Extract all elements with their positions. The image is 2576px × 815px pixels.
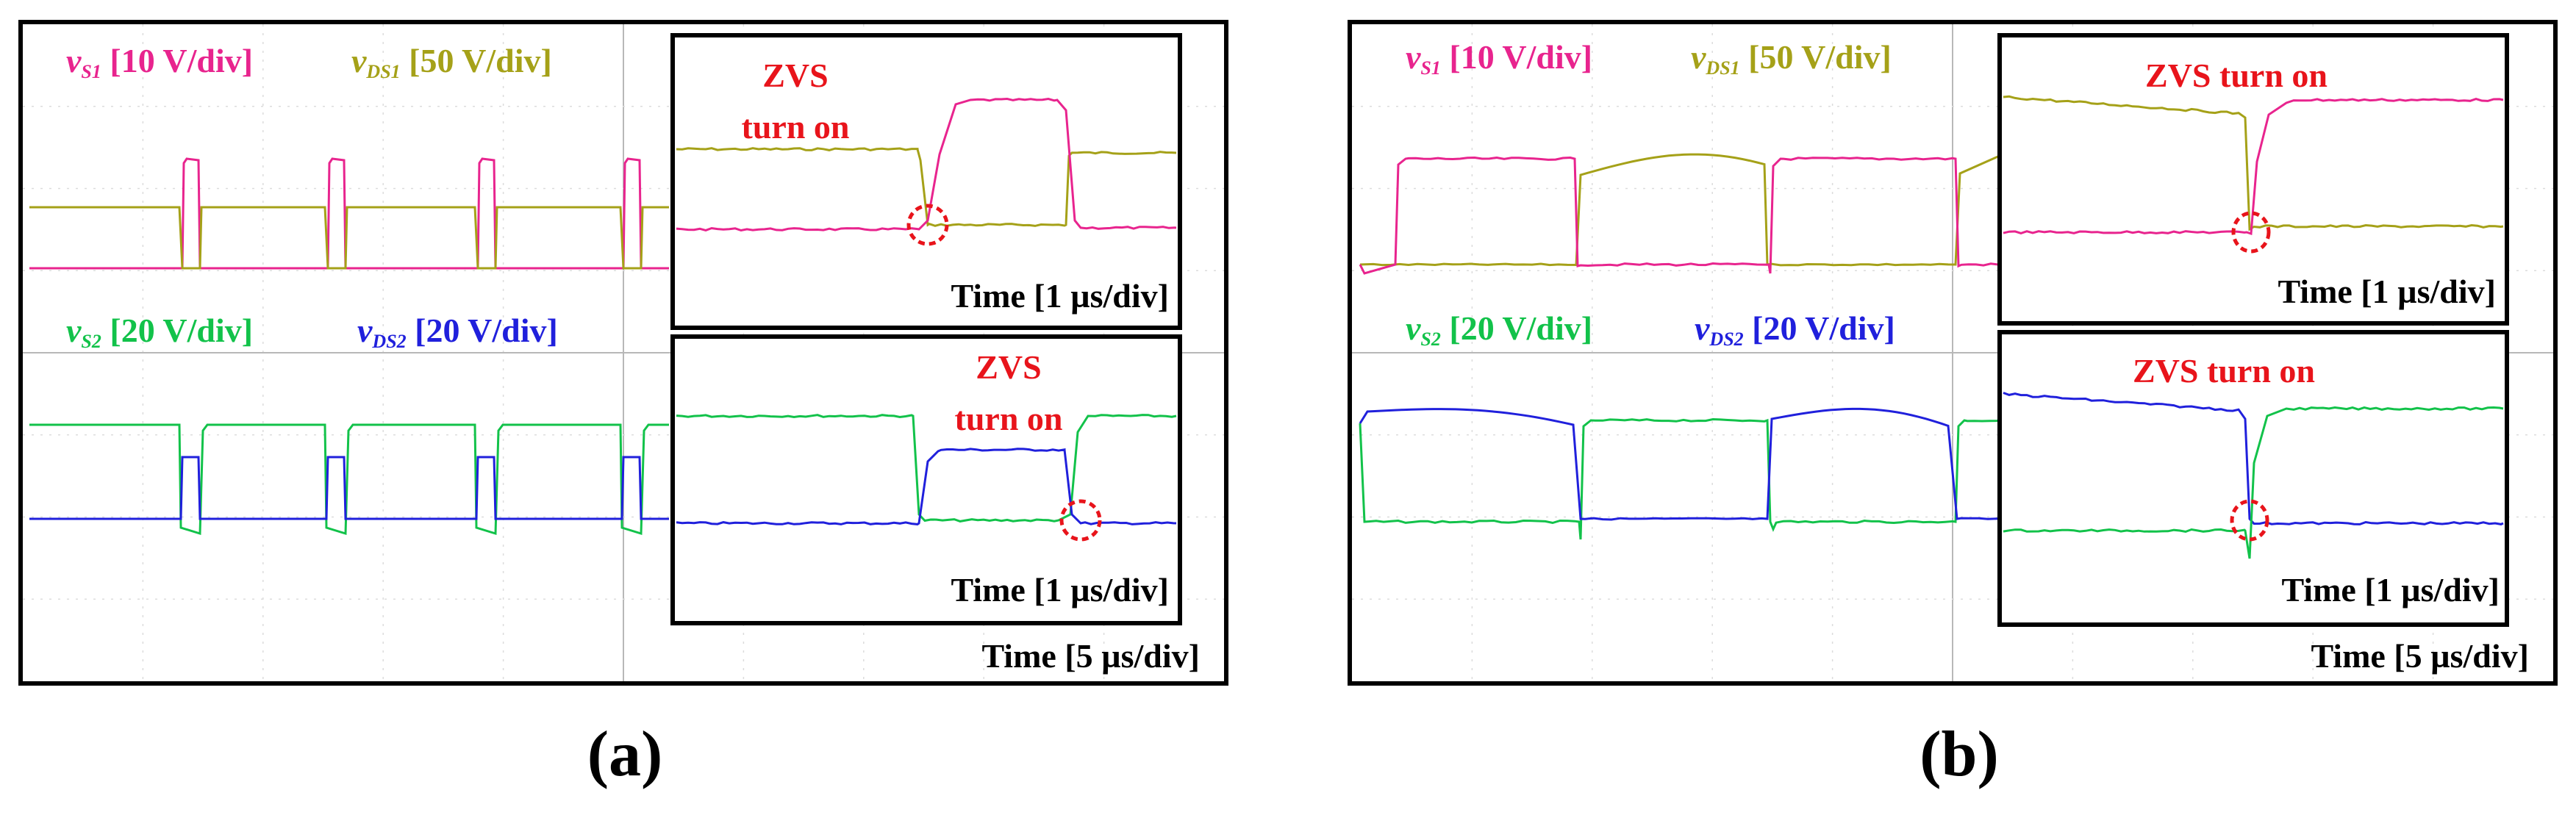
inset-time-label: Time [1 µs/div] (2281, 571, 2500, 608)
inset-b-top: ZVS turn on Time [1 µs/div] (1997, 33, 2509, 326)
panel-a: vS1 [10 V/div] vDS1 [50 V/div] vS2 [20 V… (18, 20, 1228, 686)
zvs-annotation: ZVS turn on (2145, 57, 2328, 94)
legend-vS1-b: vS1 [10 V/div] (1406, 38, 1592, 79)
trace-vDS2-a (29, 456, 669, 520)
inset-time-label: Time [1 µs/div] (951, 571, 1169, 608)
trace-vDS1-a (29, 206, 669, 270)
inset-a-bottom: ZVS turn on Time [1 µs/div] (670, 334, 1182, 625)
trace-vDS2-b (1359, 407, 2000, 521)
zvs-annotation: turn on (742, 108, 850, 146)
inset-time-label: Time [1 µs/div] (2278, 273, 2496, 310)
inset-a-top-vDS1 (676, 147, 1177, 227)
legend-vS1-a: vS1 [10 V/div] (66, 42, 253, 82)
main-time-label: Time [5 µs/div] (2311, 637, 2529, 675)
trace-vS2-b (1359, 417, 2000, 540)
zvs-annotation: ZVS (976, 348, 1041, 386)
caption-a: (a) (587, 719, 663, 790)
trace-vDS1-b (1359, 153, 2000, 267)
inset-b-bottom-vDS2 (2003, 392, 2504, 525)
main-time-label: Time [5 µs/div] (981, 637, 1200, 675)
inset-b-bottom-vS2 (2003, 406, 2504, 559)
panel-b: vS1 [10 V/div] vDS1 [50 V/div] vS2 [20 V… (1348, 20, 2558, 686)
trace-vS1-a (29, 157, 669, 270)
inset-a-bottom-vS2 (676, 414, 1177, 523)
trace-vS2-a (29, 423, 669, 536)
zvs-marker (906, 204, 949, 246)
inset-a-top: ZVS turn on Time [1 µs/div] (670, 33, 1182, 330)
zvs-annotation: ZVS turn on (2133, 352, 2315, 389)
inset-a-top-vS1 (676, 97, 1177, 232)
legend-vS2-a: vS2 [20 V/div] (66, 312, 253, 352)
inset-b-top-vS1 (2003, 98, 2504, 236)
inset-b-bottom: ZVS turn on Time [1 µs/div] (1997, 330, 2509, 627)
panel-a-waveforms (29, 157, 669, 536)
zvs-marker (1059, 499, 1102, 542)
legend-vDS1-a: vDS1 [50 V/div] (351, 42, 552, 82)
caption-b: (b) (1920, 719, 1999, 790)
legend-vDS2-b: vDS2 [20 V/div] (1695, 309, 1895, 350)
zvs-annotation: turn on (955, 400, 1063, 437)
inset-b-top-vDS1 (2003, 95, 2504, 231)
zvs-marker (2231, 211, 2271, 254)
zvs-annotation: ZVS (762, 57, 828, 94)
legend-vDS2-a: vDS2 [20 V/div] (357, 312, 558, 352)
legend-vS2-b: vS2 [20 V/div] (1406, 309, 1592, 350)
inset-time-label: Time [1 µs/div] (951, 277, 1169, 315)
inset-a-bottom-vDS2 (676, 448, 1177, 525)
panel-b-waveforms (1359, 153, 2000, 540)
legend-vDS1-b: vDS1 [50 V/div] (1691, 38, 1892, 79)
zvs-marker (2230, 499, 2269, 542)
trace-vS1-b (1359, 156, 2000, 275)
